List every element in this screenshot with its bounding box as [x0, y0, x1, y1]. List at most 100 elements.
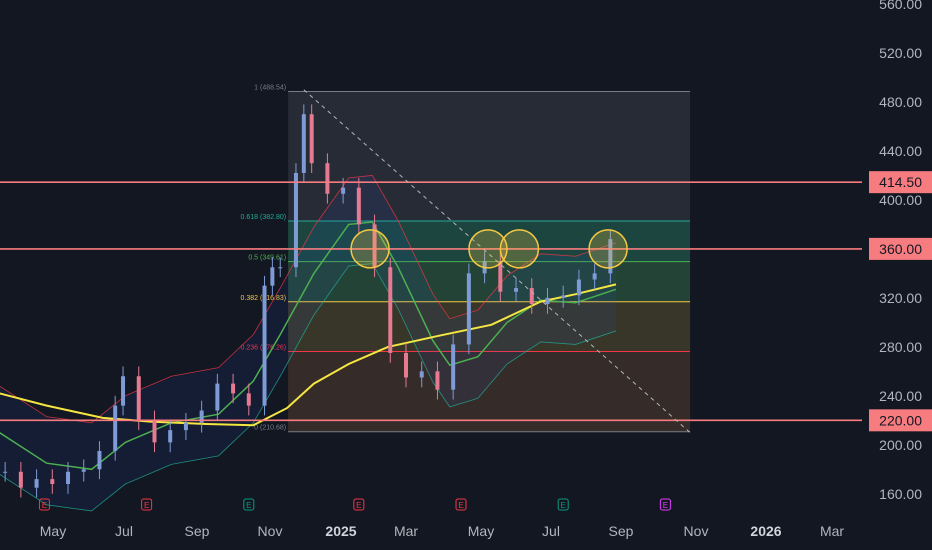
candle-body[interactable] — [388, 267, 393, 353]
candle-body[interactable] — [50, 479, 55, 485]
x-axis-tick-label: Sep — [185, 523, 210, 539]
candle-body[interactable] — [136, 376, 141, 421]
earnings-event-letter: E — [356, 501, 361, 510]
fib-level-label: 0.5 (349.61) — [248, 255, 286, 262]
bollinger-upper — [0, 175, 617, 424]
y-axis-tick-label: 280.00 — [879, 339, 922, 355]
candle-body[interactable] — [215, 383, 220, 411]
x-axis-tick-label: Sep — [609, 523, 634, 539]
x-axis-tick-label: May — [40, 523, 66, 539]
y-axis-tick-label: 440.00 — [879, 143, 922, 159]
candle-body[interactable] — [113, 405, 118, 451]
fib-level-label: 1 (488.54) — [254, 85, 286, 92]
candle-body[interactable] — [199, 410, 204, 423]
earnings-event-marker[interactable] — [353, 498, 365, 511]
candle-body[interactable] — [231, 383, 236, 394]
price-level-tag-label: 414.50 — [879, 174, 922, 190]
candle-body[interactable] — [325, 163, 330, 194]
y-axis-tick-label: 400.00 — [879, 192, 922, 208]
candle-body[interactable] — [419, 371, 424, 378]
x-axis-tick-label: Jul — [115, 523, 133, 539]
y-axis-tick-label: 320.00 — [879, 290, 922, 306]
fib-level-label: 0.618 (382.80) — [241, 214, 287, 221]
candle-body[interactable] — [34, 479, 39, 488]
x-axis-tick-label: 2025 — [325, 523, 356, 539]
y-axis-tick-label: 240.00 — [879, 388, 922, 404]
candle-body[interactable] — [278, 267, 283, 269]
fib-zone — [288, 351, 691, 432]
earnings-event-marker[interactable] — [141, 498, 153, 511]
candle-body[interactable] — [404, 352, 408, 378]
candle-body[interactable] — [309, 114, 314, 164]
x-axis-tick-label: Mar — [820, 523, 844, 539]
candle-body[interactable] — [592, 273, 597, 280]
candle-body[interactable] — [576, 279, 581, 296]
y-axis-tick-label: 200.00 — [879, 437, 922, 453]
earnings-event-marker[interactable] — [557, 498, 569, 511]
highlight-circle[interactable] — [468, 229, 508, 269]
x-axis-tick-label: May — [468, 523, 494, 539]
price-level-tag-label: 360.00 — [879, 241, 922, 257]
earnings-event-marker[interactable] — [455, 498, 467, 511]
earnings-event-letter: E — [561, 501, 566, 510]
candle-body[interactable] — [183, 422, 188, 431]
x-axis-tick-label: Mar — [394, 523, 418, 539]
candle-body[interactable] — [451, 344, 456, 390]
highlight-circle[interactable] — [499, 229, 540, 269]
price-level-tag-label: 220.00 — [879, 412, 922, 428]
trend-line[interactable] — [303, 89, 691, 433]
price-level-tag[interactable] — [869, 409, 932, 432]
candle-body[interactable] — [262, 285, 267, 406]
earnings-event-letter: E — [144, 501, 149, 510]
candle-body[interactable] — [121, 376, 126, 406]
candle-body[interactable] — [498, 261, 503, 292]
candle-body[interactable] — [466, 273, 471, 345]
price-level-tag[interactable] — [869, 237, 932, 260]
x-axis-tick-label: Jul — [542, 523, 560, 539]
candle-body[interactable] — [514, 288, 519, 292]
x-axis-tick-label: 2026 — [750, 523, 781, 539]
candle-body[interactable] — [97, 450, 102, 470]
bollinger-lower — [0, 263, 617, 512]
y-axis-tick-label: 480.00 — [879, 94, 922, 110]
candle-body[interactable] — [66, 471, 71, 485]
highlight-circle[interactable] — [588, 229, 628, 269]
candle-body[interactable] — [3, 471, 8, 473]
fib-zone — [288, 91, 691, 221]
y-axis-tick-label: 560.00 — [879, 0, 922, 12]
price-level-tag[interactable] — [869, 171, 932, 194]
candle-body[interactable] — [81, 469, 86, 472]
candle-body[interactable] — [608, 239, 613, 274]
earnings-event-letter: E — [42, 501, 47, 510]
y-axis-tick-label: 160.00 — [879, 486, 922, 502]
highlight-circle[interactable] — [350, 229, 390, 269]
candle-body[interactable] — [372, 224, 377, 268]
earnings-event-marker[interactable] — [243, 498, 255, 511]
fib-zone — [288, 220, 691, 262]
candle-body[interactable] — [152, 420, 157, 443]
candle-body[interactable] — [246, 393, 251, 406]
candle-body[interactable] — [561, 295, 566, 298]
candle-body[interactable] — [341, 187, 346, 194]
moving-average-50[interactable] — [0, 221, 617, 471]
x-axis-tick-label: Nov — [684, 523, 709, 539]
earnings-event-letter: E — [246, 501, 251, 510]
candle-body[interactable] — [356, 187, 361, 225]
candle-body[interactable] — [545, 297, 550, 305]
candle-body[interactable] — [301, 114, 306, 173]
y-axis-tick-label: 520.00 — [879, 45, 922, 61]
moving-average-200[interactable] — [0, 283, 617, 427]
fib-level-label: 0 (210.68) — [254, 425, 286, 432]
earnings-event-marker[interactable] — [659, 498, 671, 511]
earnings-event-letter: E — [663, 501, 668, 510]
earnings-event-letter: E — [458, 501, 463, 510]
candle-body[interactable] — [168, 430, 173, 443]
candle-body[interactable] — [293, 172, 298, 268]
earnings-event-marker[interactable] — [38, 498, 50, 511]
candle-body[interactable] — [435, 371, 440, 390]
candle-body[interactable] — [18, 471, 23, 488]
candle-body[interactable] — [529, 288, 534, 305]
candle-body[interactable] — [270, 267, 275, 286]
